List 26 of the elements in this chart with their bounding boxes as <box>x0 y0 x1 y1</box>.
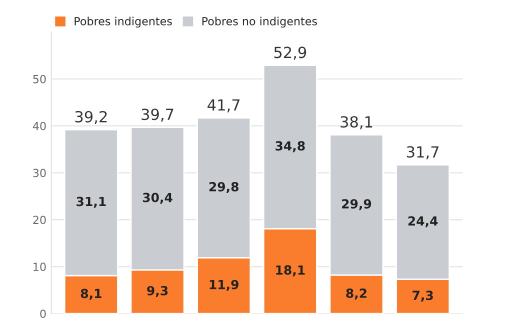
total-label: 39,7 <box>142 108 174 122</box>
total-label: 52,9 <box>274 46 306 60</box>
data-label: 9,3 <box>147 286 168 297</box>
total-label: 31,7 <box>406 146 439 160</box>
y-tick-label: 0 <box>40 310 46 318</box>
data-label: 24,4 <box>408 216 438 228</box>
total-label: 38,1 <box>340 116 372 130</box>
data-label: 7,3 <box>412 290 433 302</box>
data-label: 18,1 <box>276 265 305 276</box>
data-label: 8,1 <box>80 288 102 300</box>
y-tick-label: 40 <box>32 122 46 130</box>
y-tick-label: 30 <box>33 168 46 178</box>
total-label: 41,7 <box>208 99 240 112</box>
data-label: 8,2 <box>346 288 366 300</box>
y-tick-label: 50 <box>33 74 46 84</box>
data-label: 30,4 <box>142 192 172 204</box>
data-label: 11,9 <box>210 280 238 291</box>
data-label: 34,8 <box>276 141 305 152</box>
legend-label: Pobres no indigentes <box>202 16 317 28</box>
data-label: 29,9 <box>342 199 372 210</box>
y-tick-label: 20 <box>33 216 46 224</box>
legend-label: Pobres indigentes <box>74 16 172 28</box>
data-label: 29,8 <box>209 182 238 194</box>
data-label: 31,1 <box>76 196 106 208</box>
y-tick-label: 10 <box>34 262 46 272</box>
total-label: 39,2 <box>75 110 107 124</box>
